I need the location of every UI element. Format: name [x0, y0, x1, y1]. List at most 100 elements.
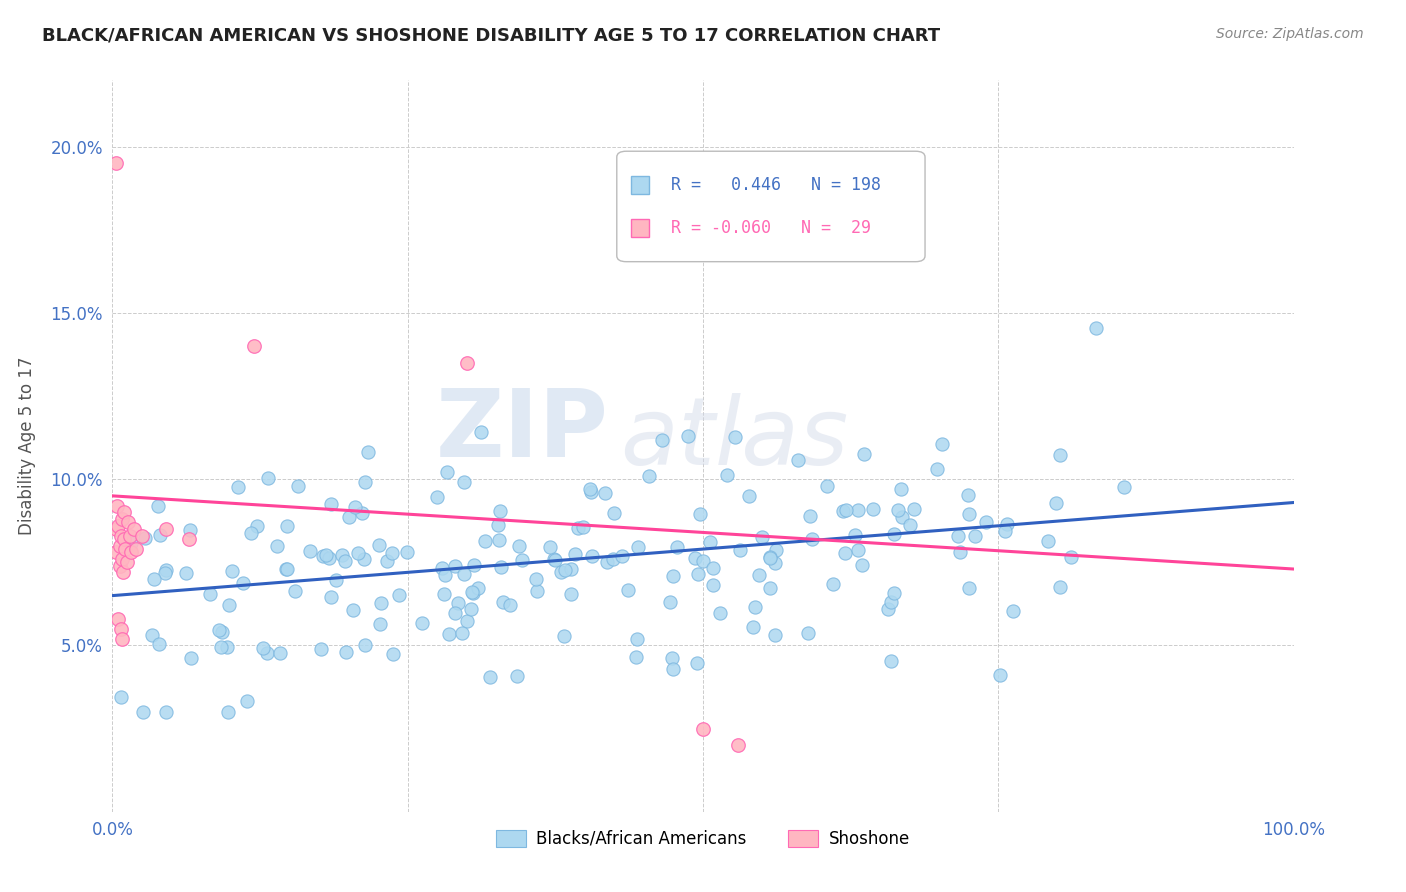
- Point: [835, 503, 858, 517]
- Point: [342, 603, 364, 617]
- Point: [437, 627, 460, 641]
- Point: [946, 529, 969, 543]
- Point: [111, 552, 134, 566]
- Point: [252, 641, 274, 656]
- Point: [486, 518, 509, 533]
- Point: [564, 547, 586, 561]
- Point: [141, 628, 163, 642]
- Point: [742, 620, 765, 634]
- Point: [510, 552, 533, 566]
- Point: [1036, 534, 1059, 549]
- Point: [903, 502, 925, 516]
- Point: [226, 480, 249, 494]
- Point: [879, 595, 901, 609]
- Point: [256, 471, 278, 485]
- Point: [957, 507, 980, 521]
- Point: [456, 614, 478, 628]
- Point: [880, 654, 903, 668]
- Point: [114, 542, 136, 557]
- Point: [491, 595, 513, 609]
- Point: [395, 545, 418, 559]
- Point: [319, 497, 342, 511]
- Point: [876, 602, 898, 616]
- Text: R = -0.060   N =  29: R = -0.060 N = 29: [671, 219, 872, 237]
- Point: [287, 479, 309, 493]
- Point: [246, 519, 269, 533]
- Point: [375, 553, 398, 567]
- Point: [723, 429, 745, 443]
- Point: [627, 540, 650, 554]
- Point: [890, 483, 912, 497]
- Point: [132, 705, 155, 719]
- Point: [699, 535, 721, 549]
- Point: [453, 475, 475, 490]
- Point: [388, 588, 411, 602]
- Point: [689, 507, 711, 521]
- Point: [744, 600, 766, 615]
- Point: [799, 509, 821, 524]
- Point: [343, 500, 366, 514]
- Point: [276, 562, 298, 576]
- Point: [321, 590, 343, 604]
- Point: [823, 576, 845, 591]
- Point: [134, 531, 156, 545]
- Point: [610, 549, 633, 564]
- Point: [758, 550, 780, 565]
- Point: [143, 572, 166, 586]
- Point: [443, 606, 465, 620]
- Point: [572, 520, 595, 534]
- Point: [461, 585, 484, 599]
- Y-axis label: Disability Age 5 to 17: Disability Age 5 to 17: [18, 357, 37, 535]
- Point: [626, 650, 648, 665]
- Point: [470, 425, 492, 440]
- Point: [269, 646, 291, 660]
- Point: [579, 485, 602, 500]
- Point: [155, 522, 177, 536]
- Point: [110, 529, 132, 543]
- Point: [107, 518, 129, 533]
- Point: [617, 582, 640, 597]
- Point: [524, 572, 547, 586]
- Point: [299, 544, 322, 558]
- Point: [460, 602, 482, 616]
- Point: [243, 339, 266, 353]
- Point: [217, 705, 239, 719]
- Point: [198, 587, 221, 601]
- Point: [801, 532, 824, 546]
- Point: [236, 694, 259, 708]
- Point: [596, 555, 619, 569]
- Point: [738, 489, 761, 503]
- Point: [844, 528, 866, 542]
- Point: [949, 544, 972, 558]
- Point: [995, 517, 1018, 532]
- Point: [702, 561, 724, 575]
- Point: [276, 562, 298, 576]
- Point: [1045, 495, 1067, 509]
- Point: [763, 628, 786, 642]
- Point: [665, 540, 688, 554]
- Point: [105, 545, 128, 559]
- Point: [931, 437, 953, 451]
- Point: [898, 517, 921, 532]
- Point: [853, 447, 876, 461]
- Point: [748, 567, 770, 582]
- Point: [579, 482, 602, 496]
- Point: [208, 623, 231, 637]
- Point: [554, 563, 576, 577]
- Point: [883, 586, 905, 600]
- Point: [595, 486, 617, 500]
- Point: [107, 612, 129, 626]
- Point: [925, 462, 948, 476]
- Point: [1049, 448, 1071, 462]
- Point: [1085, 321, 1108, 335]
- Point: [108, 539, 131, 553]
- Point: [488, 533, 510, 548]
- Text: BLACK/AFRICAN AMERICAN VS SHOSHONE DISABILITY AGE 5 TO 17 CORRELATION CHART: BLACK/AFRICAN AMERICAN VS SHOSHONE DISAB…: [42, 27, 941, 45]
- Point: [887, 503, 910, 517]
- Point: [209, 640, 232, 654]
- Point: [661, 651, 683, 665]
- Point: [179, 532, 201, 546]
- Point: [603, 506, 626, 520]
- Point: [232, 576, 254, 591]
- Legend: Blacks/African Americans, Shoshone: Blacks/African Americans, Shoshone: [489, 823, 917, 855]
